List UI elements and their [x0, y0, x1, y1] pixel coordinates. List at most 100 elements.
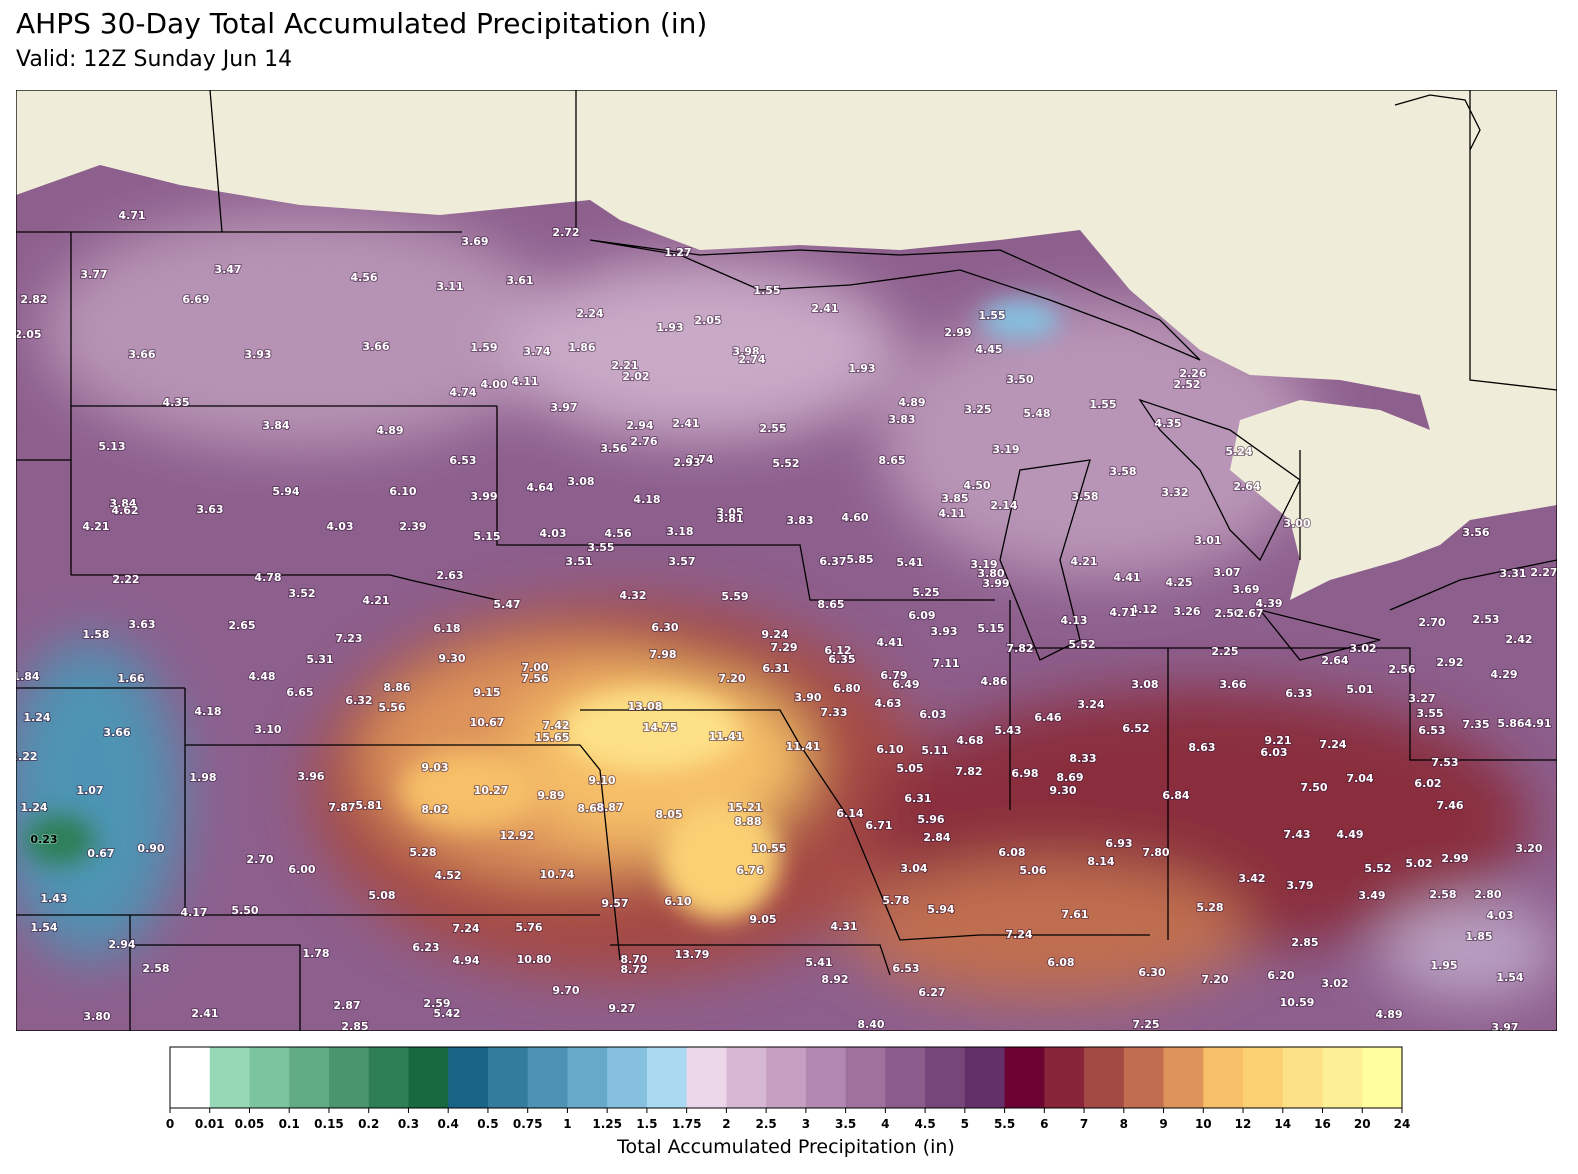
colorbar-tick-label: 0	[166, 1117, 174, 1131]
colorbar-tick-label: 2	[722, 1117, 730, 1131]
station-value: 1.27	[664, 246, 691, 259]
station-value: 9.03	[421, 761, 448, 774]
station-value: 2.64	[1321, 654, 1348, 667]
colorbar-tick-label: 0.3	[398, 1117, 419, 1131]
station-value: 7.53	[1431, 756, 1458, 769]
station-value: 5.48	[1023, 407, 1050, 420]
colorbar-tick-label: 5	[961, 1117, 969, 1131]
station-value: 6.76	[736, 864, 763, 877]
station-value: 6.23	[412, 941, 439, 954]
station-value: 7.04	[1346, 772, 1373, 785]
station-value: 5.52	[772, 457, 799, 470]
station-value: 3.83	[888, 413, 915, 426]
station-value: 3.18	[666, 525, 693, 538]
colorbar-bin	[885, 1047, 926, 1108]
station-value: 6.27	[918, 986, 945, 999]
subtitle: Valid: 12Z Sunday Jun 14	[16, 47, 292, 72]
station-value: 6.03	[1260, 746, 1287, 759]
station-value: 4.94	[452, 954, 479, 967]
station-value: 5.15	[473, 530, 500, 543]
station-value: 4.18	[633, 493, 660, 506]
colorbar-bin	[1123, 1047, 1165, 1108]
station-value: 2.24	[576, 307, 603, 320]
station-value: 6.10	[389, 485, 416, 498]
station-value: 2.82	[20, 293, 47, 306]
station-value: 1.54	[30, 921, 57, 934]
station-value: 4.63	[874, 697, 901, 710]
colorbar-bin	[1044, 1047, 1085, 1108]
station-value: 3.42	[1238, 872, 1265, 885]
station-value: 3.20	[1515, 842, 1542, 855]
station-value: 3.90	[794, 691, 821, 704]
station-value: 6.69	[182, 293, 209, 306]
station-value: 5.52	[1068, 638, 1095, 651]
station-value: 6.12	[824, 644, 851, 657]
station-value: 8.63	[1188, 741, 1215, 754]
colorbar-tick-label: 9	[1159, 1117, 1167, 1131]
colorbar-tick-label: 12	[1235, 1117, 1252, 1131]
colorbar-tick-label: 0.75	[513, 1117, 543, 1131]
colorbar-tick-label: 8	[1120, 1117, 1128, 1131]
station-value: 9.27	[608, 1002, 635, 1015]
station-value: 3.56	[1462, 526, 1489, 539]
station-value: 2.85	[341, 1020, 368, 1033]
station-value: 3.97	[550, 401, 577, 414]
station-value: 6.46	[1034, 711, 1061, 724]
station-value: 7.46	[1436, 799, 1463, 812]
station-value: 2.05	[14, 328, 41, 341]
station-value: 3.63	[128, 618, 155, 631]
station-value: 8.88	[734, 815, 761, 828]
station-value: 7.24	[1005, 928, 1032, 941]
station-value: 5.94	[272, 485, 299, 498]
station-value: 5.81	[355, 799, 382, 812]
station-value: 2.64	[1233, 480, 1260, 493]
station-value: 2.87	[333, 999, 360, 1012]
station-value: 6.35	[828, 653, 855, 666]
station-value: 3.83	[786, 514, 813, 527]
station-value: 15.65	[535, 731, 570, 744]
station-value: 5.76	[515, 921, 542, 934]
colorbar-tick-label: 1.5	[636, 1117, 657, 1131]
station-value: 2.14	[990, 499, 1017, 512]
station-value: 3.58	[1071, 490, 1098, 503]
station-value: 6.53	[449, 454, 476, 467]
station-value: 2.50	[1214, 607, 1241, 620]
station-value: 1.55	[978, 309, 1005, 322]
station-value: 3.49	[1358, 889, 1385, 902]
station-value: 4.35	[162, 396, 189, 409]
colorbar-tick-label: 4	[881, 1117, 889, 1131]
station-value: 2.94	[108, 938, 135, 951]
station-value: 7.23	[335, 632, 362, 645]
station-value: 2.42	[1505, 633, 1532, 646]
station-value: 3.01	[1194, 534, 1221, 547]
station-value: 8.70	[620, 953, 647, 966]
station-value: 6.37	[819, 555, 846, 568]
station-value: 5.08	[368, 889, 395, 902]
station-value: 4.45	[975, 343, 1002, 356]
colorbar-tick-label: 6	[1040, 1117, 1048, 1131]
colorbar-tick-label: 5.5	[994, 1117, 1015, 1131]
station-value: 5.42	[433, 1007, 460, 1020]
station-value: 2.22	[112, 573, 139, 586]
station-value: 2.05	[694, 314, 721, 327]
station-value: 3.57	[668, 555, 695, 568]
station-value: 4.71	[118, 209, 145, 222]
colorbar-bin	[527, 1047, 568, 1108]
station-value: 7.50	[1300, 781, 1327, 794]
land-no-data	[16, 90, 1557, 600]
station-value: 1.86	[568, 341, 595, 354]
station-value: 2.72	[552, 226, 579, 239]
station-value: 6.18	[433, 622, 460, 635]
station-value: 3.02	[1321, 977, 1348, 990]
station-value: 6.08	[998, 846, 1025, 859]
station-value: 2.58	[1429, 888, 1456, 901]
station-value: 14.75	[643, 721, 678, 734]
station-value: 10.59	[1280, 996, 1315, 1009]
station-value: 3.96	[297, 770, 324, 783]
station-value: 7.82	[1006, 642, 1033, 655]
station-value: 6.00	[288, 863, 315, 876]
station-value: 3.84	[109, 497, 136, 510]
station-value: 4.41	[876, 636, 903, 649]
station-value: 1.93	[848, 362, 875, 375]
station-value: 4.89	[898, 396, 925, 409]
